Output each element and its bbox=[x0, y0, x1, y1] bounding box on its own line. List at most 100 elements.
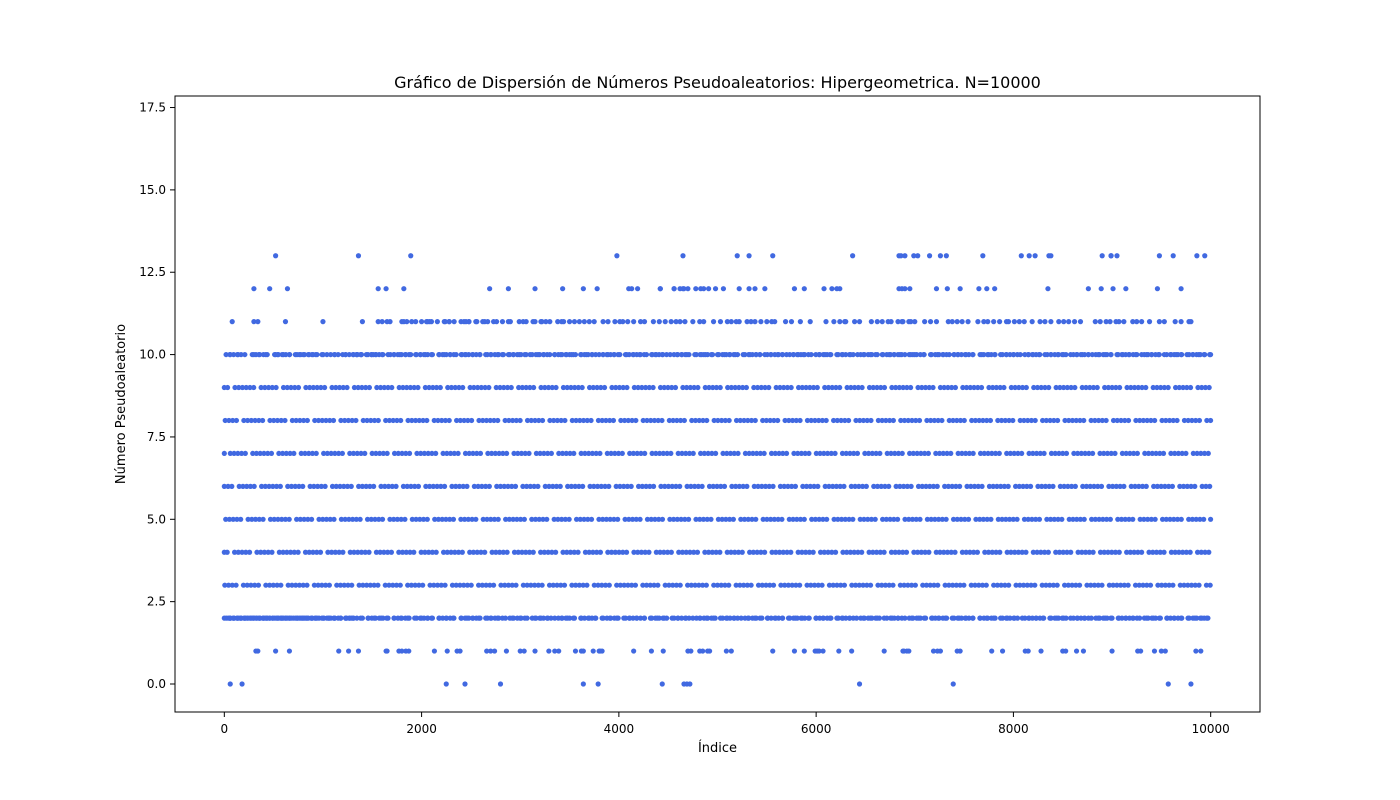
data-point bbox=[701, 319, 707, 325]
data-point bbox=[725, 384, 731, 391]
data-point bbox=[1104, 516, 1110, 522]
data-point bbox=[412, 483, 418, 489]
data-point bbox=[668, 319, 674, 325]
data-point bbox=[1106, 483, 1112, 489]
data-point bbox=[531, 483, 537, 489]
data-point bbox=[874, 351, 880, 358]
data-point bbox=[969, 417, 975, 424]
data-point bbox=[669, 615, 675, 621]
data-point bbox=[683, 450, 689, 457]
data-point bbox=[426, 384, 432, 391]
data-point bbox=[563, 351, 570, 358]
data-point bbox=[916, 615, 922, 621]
data-point bbox=[271, 516, 277, 522]
data-point bbox=[635, 286, 641, 292]
data-point bbox=[599, 648, 605, 654]
data-point bbox=[801, 286, 807, 292]
data-point bbox=[304, 582, 310, 588]
data-point bbox=[555, 319, 561, 325]
data-point bbox=[1180, 549, 1186, 555]
data-point bbox=[1139, 384, 1145, 391]
data-point bbox=[709, 549, 715, 555]
data-point bbox=[385, 483, 392, 489]
data-point bbox=[935, 582, 941, 588]
data-point bbox=[434, 483, 440, 489]
data-point bbox=[319, 582, 325, 588]
data-point bbox=[711, 417, 717, 424]
data-point bbox=[516, 384, 522, 391]
data-point bbox=[338, 516, 344, 522]
data-point bbox=[821, 286, 827, 292]
data-point bbox=[979, 582, 986, 588]
data-point bbox=[715, 516, 721, 522]
data-point bbox=[860, 582, 866, 588]
data-point bbox=[541, 450, 547, 457]
data-point bbox=[926, 253, 933, 259]
data-point bbox=[1073, 417, 1079, 424]
data-point bbox=[520, 483, 526, 489]
data-point bbox=[791, 648, 798, 654]
data-point bbox=[967, 384, 973, 391]
data-point bbox=[963, 351, 969, 358]
data-point bbox=[632, 582, 639, 588]
data-point bbox=[896, 384, 902, 391]
data-point bbox=[911, 549, 917, 555]
data-point bbox=[667, 516, 673, 522]
data-point bbox=[583, 351, 589, 358]
data-point bbox=[1068, 549, 1074, 555]
data-point bbox=[813, 450, 819, 457]
data-point bbox=[737, 582, 743, 588]
data-point bbox=[391, 516, 397, 522]
data-point bbox=[806, 615, 812, 621]
data-point bbox=[371, 615, 377, 621]
data-point bbox=[982, 549, 988, 555]
data-point bbox=[757, 351, 763, 358]
data-point bbox=[591, 483, 597, 489]
data-point bbox=[266, 384, 272, 391]
data-point bbox=[590, 648, 596, 654]
data-point bbox=[714, 483, 720, 489]
data-point bbox=[227, 351, 233, 358]
data-point bbox=[1069, 582, 1075, 588]
data-point bbox=[856, 483, 862, 489]
data-point bbox=[502, 582, 508, 588]
data-point bbox=[647, 615, 654, 621]
data-point bbox=[878, 483, 884, 489]
data-point bbox=[532, 286, 538, 292]
data-point bbox=[465, 417, 471, 424]
data-point bbox=[1121, 483, 1127, 489]
data-point bbox=[261, 450, 267, 457]
data-point bbox=[922, 549, 928, 555]
data-point bbox=[269, 549, 275, 555]
data-point bbox=[280, 450, 286, 457]
data-point bbox=[811, 483, 817, 489]
data-point bbox=[808, 417, 814, 424]
data-point bbox=[648, 417, 654, 424]
data-point bbox=[355, 549, 361, 555]
data-point bbox=[822, 483, 828, 489]
data-point bbox=[1131, 450, 1137, 457]
data-point bbox=[742, 450, 749, 457]
data-point bbox=[598, 483, 604, 489]
data-point bbox=[766, 384, 772, 391]
data-point bbox=[834, 582, 840, 588]
data-point bbox=[782, 417, 788, 424]
data-point bbox=[424, 417, 430, 424]
data-point bbox=[709, 351, 716, 358]
x-tick-label: 4000 bbox=[604, 722, 635, 736]
data-point bbox=[690, 319, 696, 325]
data-point bbox=[735, 549, 742, 555]
data-point bbox=[905, 582, 911, 588]
data-point bbox=[1115, 516, 1121, 522]
data-point bbox=[434, 319, 440, 325]
data-point bbox=[464, 483, 470, 489]
data-point bbox=[1017, 351, 1023, 358]
data-point bbox=[1172, 384, 1179, 391]
data-point bbox=[954, 516, 960, 522]
data-point bbox=[235, 549, 241, 555]
data-point bbox=[609, 384, 615, 391]
data-point bbox=[355, 648, 362, 654]
data-point bbox=[440, 450, 446, 457]
data-point bbox=[1108, 253, 1114, 259]
data-point bbox=[480, 319, 486, 325]
